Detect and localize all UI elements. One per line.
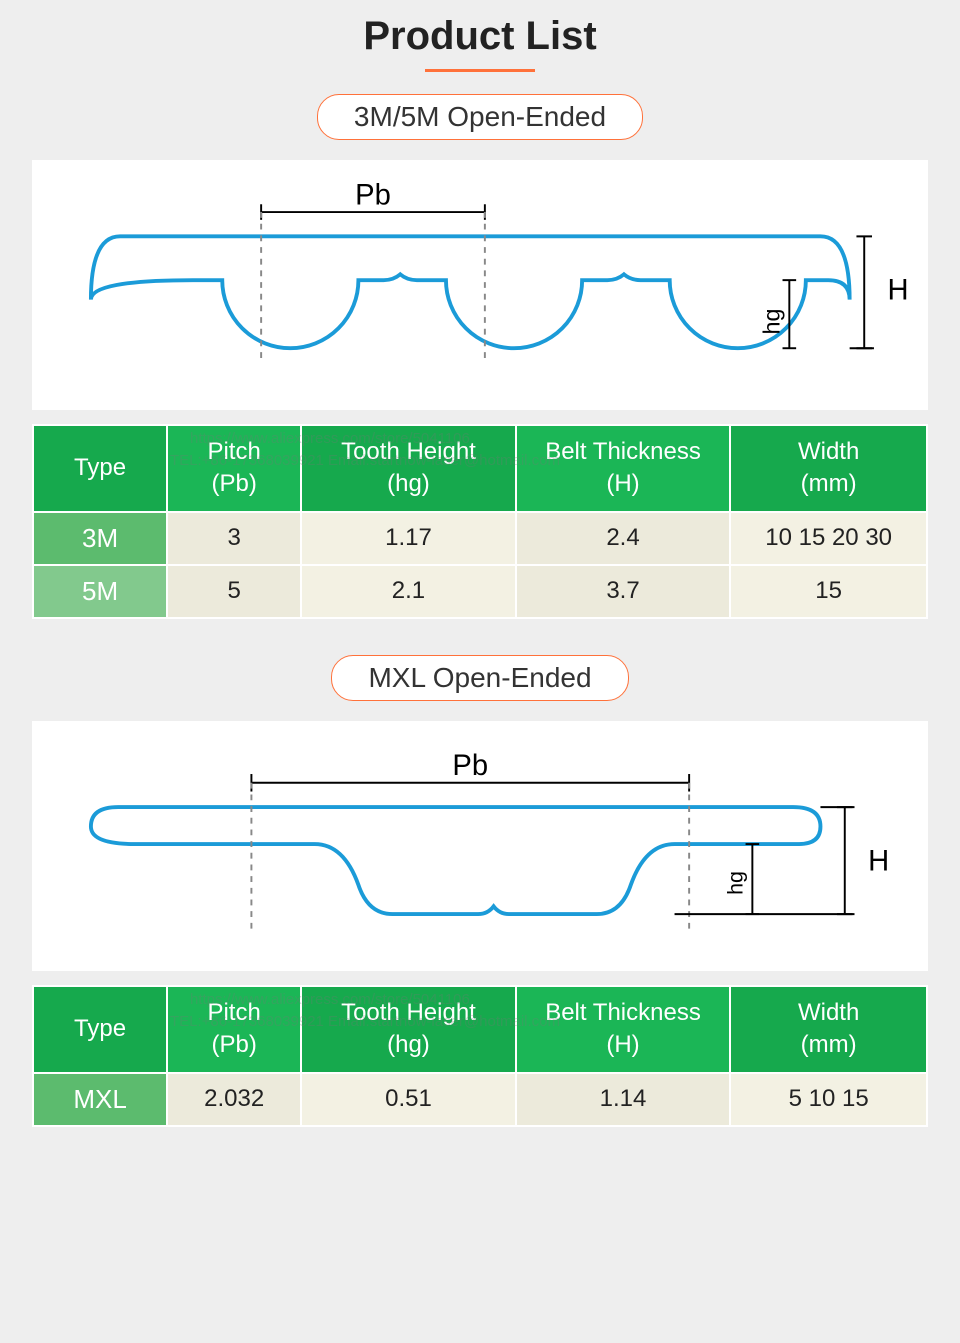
table-cell: 2.032 bbox=[167, 1073, 301, 1126]
table-row: 5M52.13.715 bbox=[33, 565, 927, 618]
spec-table: TypePitch(Pb)Tooth Height(hg)Belt Thickn… bbox=[32, 424, 928, 619]
table-row: MXL2.0320.511.145 10 15 bbox=[33, 1073, 927, 1126]
svg-text:H: H bbox=[888, 275, 908, 307]
table-row: 3M31.172.410 15 20 30 bbox=[33, 512, 927, 565]
row-type-label: 5M bbox=[33, 565, 167, 618]
svg-text:H: H bbox=[868, 845, 889, 877]
table-header: Tooth Height(hg) bbox=[301, 986, 516, 1073]
table-cell: 15 bbox=[730, 565, 927, 618]
belt-profile-htd: Pb hg H bbox=[52, 178, 908, 392]
table-header: Tooth Height(hg) bbox=[301, 425, 516, 512]
svg-text:Pb: Pb bbox=[452, 750, 488, 782]
section-badge: 3M/5M Open-Ended bbox=[317, 94, 643, 140]
table-cell: 3 bbox=[167, 512, 301, 565]
table-cell: 2.1 bbox=[301, 565, 516, 618]
table-cell: 1.17 bbox=[301, 512, 516, 565]
table-cell: 5 10 15 bbox=[730, 1073, 927, 1126]
table-cell: 1.14 bbox=[516, 1073, 731, 1126]
diagram-panel: Pb hg H bbox=[32, 160, 928, 410]
table-header: Type bbox=[33, 425, 167, 512]
page-title: Product List bbox=[0, 0, 960, 59]
svg-text:hg: hg bbox=[724, 871, 748, 895]
table-cell: 3.7 bbox=[516, 565, 731, 618]
table-cell: 2.4 bbox=[516, 512, 731, 565]
table-cell: 10 15 20 30 bbox=[730, 512, 927, 565]
table-header: Belt Thickness(H) bbox=[516, 986, 731, 1073]
table-cell: 0.51 bbox=[301, 1073, 516, 1126]
svg-text:Pb: Pb bbox=[355, 179, 391, 211]
svg-text:hg: hg bbox=[759, 309, 785, 335]
row-type-label: 3M bbox=[33, 512, 167, 565]
table-header: Pitch(Pb) bbox=[167, 986, 301, 1073]
table-header: Width(mm) bbox=[730, 986, 927, 1073]
table-header: Width(mm) bbox=[730, 425, 927, 512]
table-cell: 5 bbox=[167, 565, 301, 618]
spec-table: TypePitch(Pb)Tooth Height(hg)Belt Thickn… bbox=[32, 985, 928, 1127]
row-type-label: MXL bbox=[33, 1073, 167, 1126]
section-badge: MXL Open-Ended bbox=[331, 655, 628, 701]
diagram-panel: Pb hg H bbox=[32, 721, 928, 971]
table-header: Belt Thickness(H) bbox=[516, 425, 731, 512]
table-header: Type bbox=[33, 986, 167, 1073]
title-underline bbox=[425, 69, 535, 72]
table-header: Pitch(Pb) bbox=[167, 425, 301, 512]
belt-profile-mxl: Pb hg H bbox=[52, 739, 908, 953]
